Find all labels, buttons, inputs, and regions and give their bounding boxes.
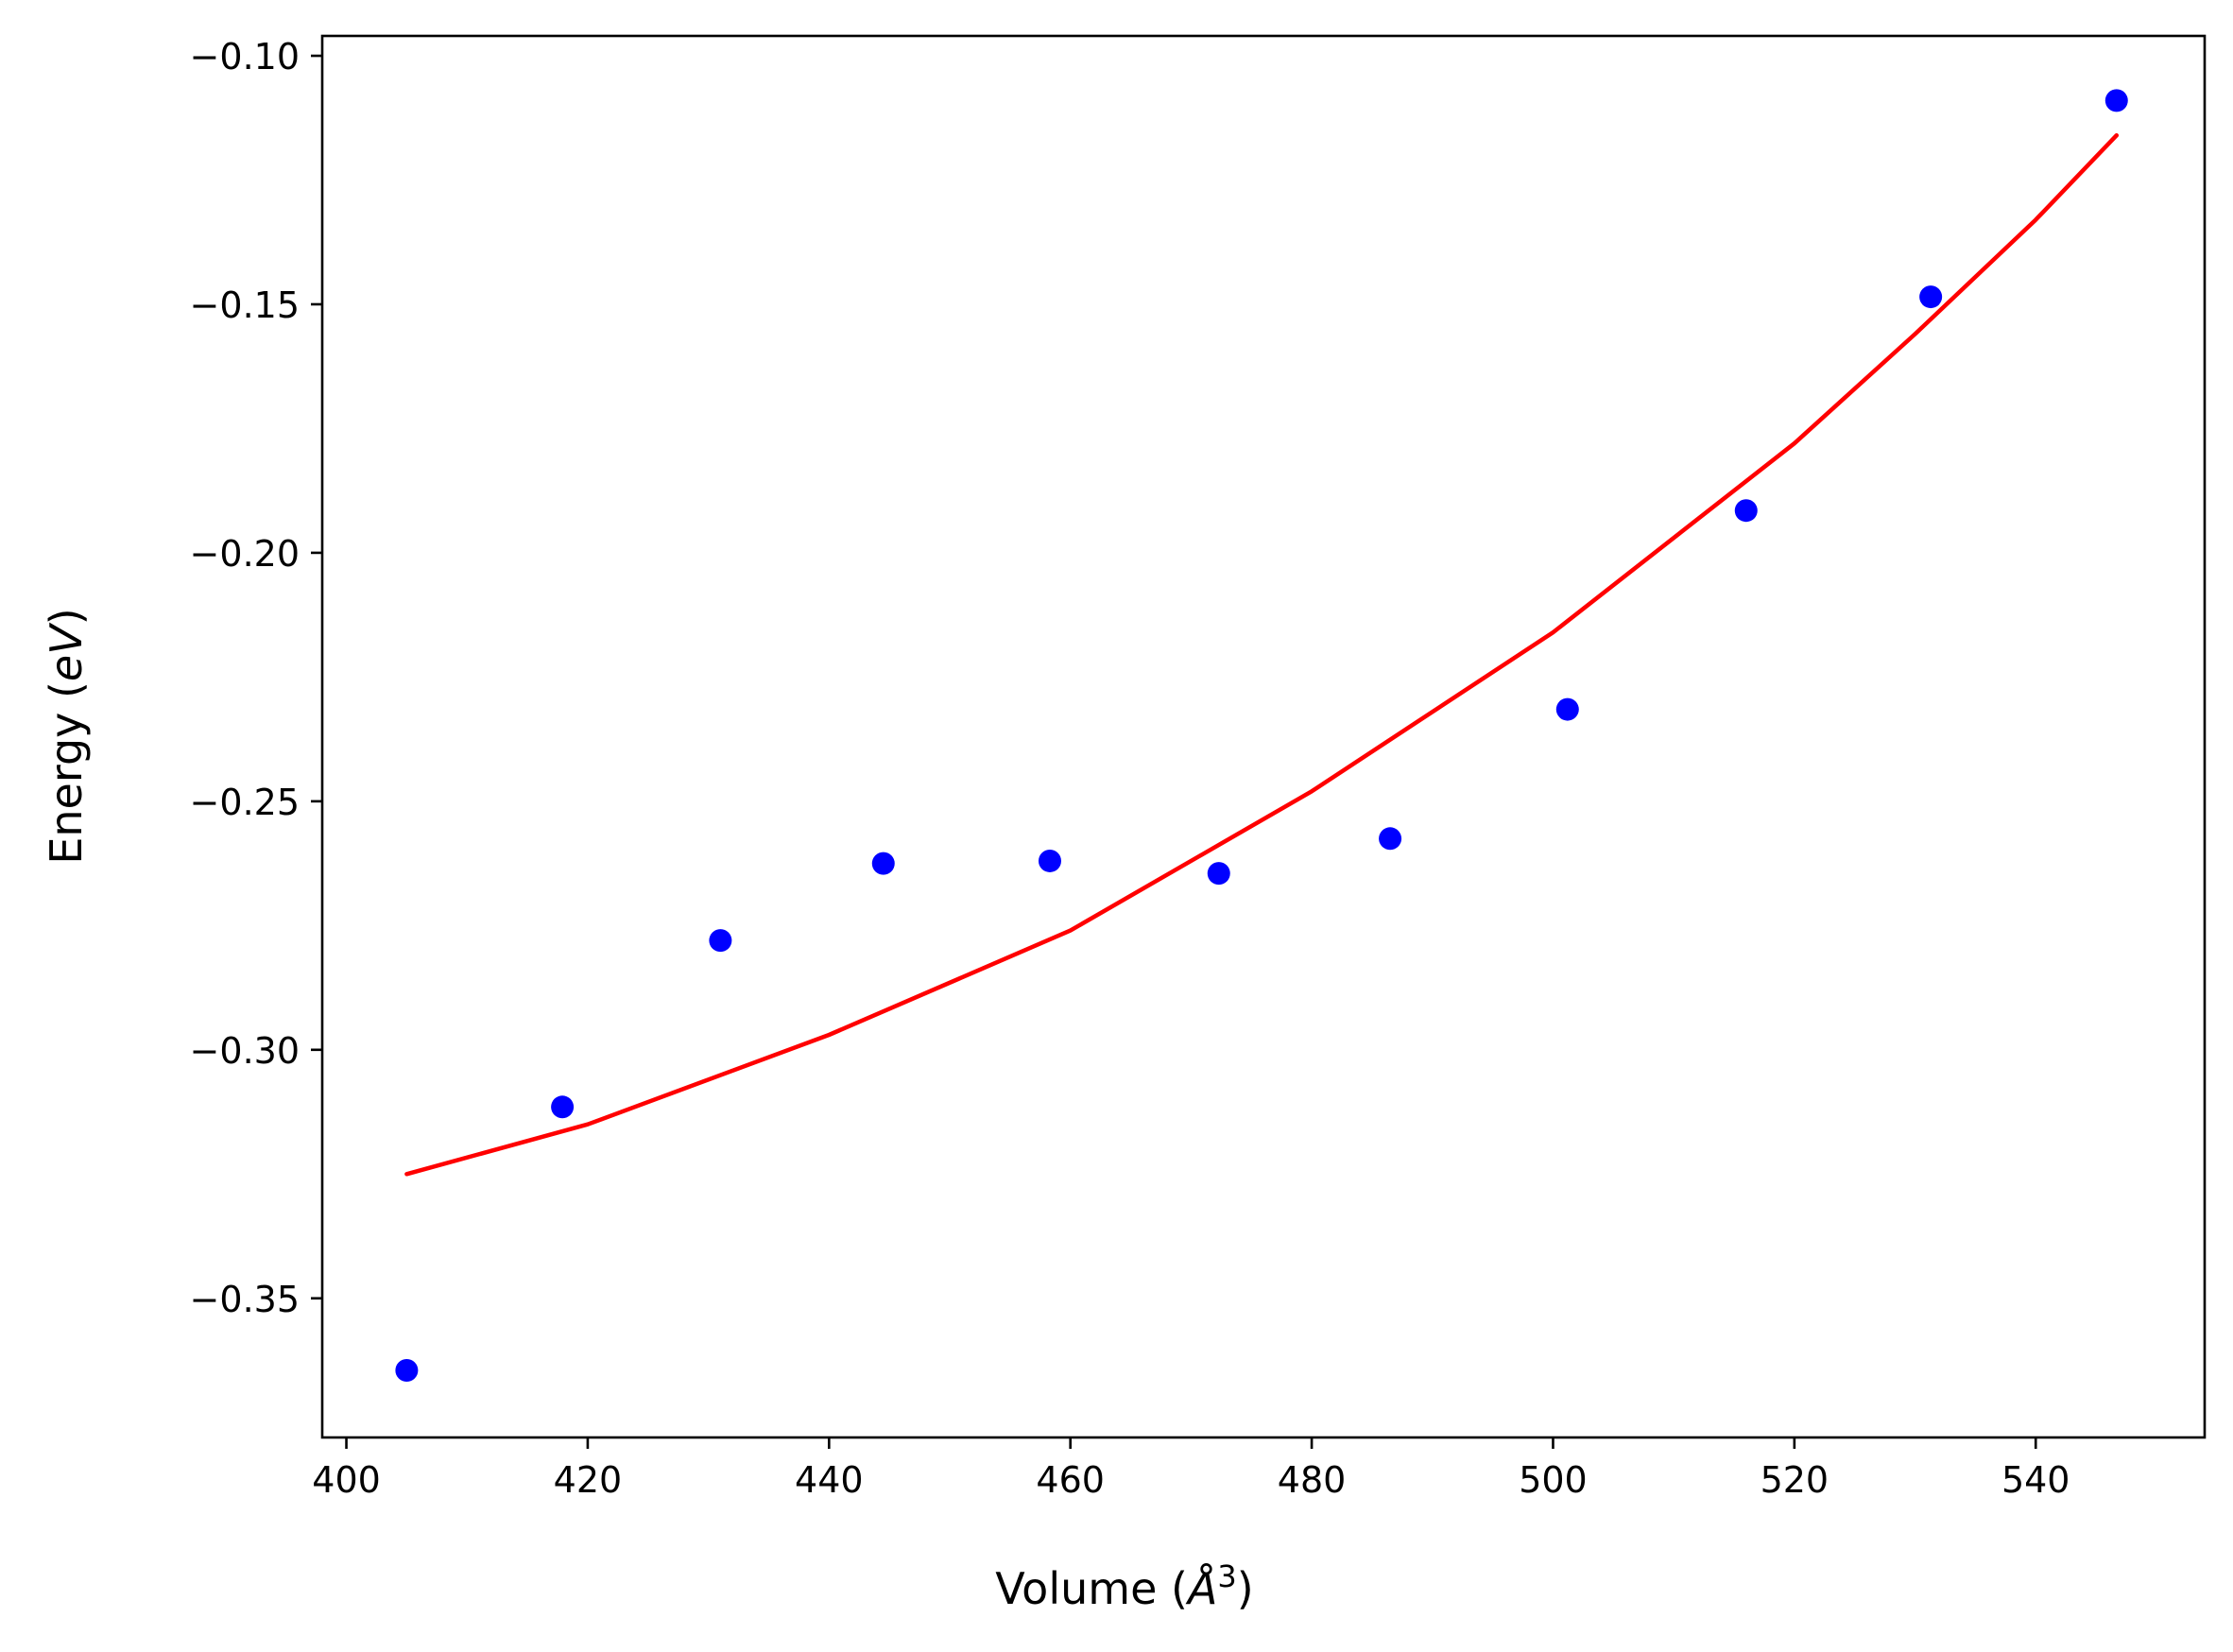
x-axis-label: Volume (Å3) bbox=[995, 1558, 1253, 1614]
x-tick-label: 500 bbox=[1519, 1459, 1588, 1501]
x-tick-label: 460 bbox=[1036, 1459, 1105, 1501]
x-axis-label-prefix: Volume ( bbox=[995, 1563, 1188, 1614]
data-point bbox=[1919, 285, 1943, 309]
y-axis-label-suffix: ) bbox=[41, 608, 92, 625]
y-axis-label-symbol: eV bbox=[41, 622, 92, 681]
x-tick-label: 480 bbox=[1278, 1459, 1347, 1501]
data-points bbox=[395, 89, 2128, 1383]
plot-area bbox=[322, 36, 2205, 1437]
x-tick-label: 440 bbox=[795, 1459, 864, 1501]
y-axis-ticks: −0.10 −0.15 −0.20 −0.25 −0.30 −0.35 bbox=[190, 36, 322, 1320]
data-point bbox=[709, 929, 732, 953]
x-axis-ticks: 400 420 440 460 480 500 520 540 bbox=[312, 1437, 2070, 1501]
y-axis-label: Energy (eV) bbox=[41, 608, 92, 864]
data-point bbox=[1734, 499, 1758, 523]
x-axis-label-superscript: 3 bbox=[1217, 1558, 1236, 1594]
y-axis-label-prefix: Energy ( bbox=[41, 681, 92, 865]
y-tick-label: −0.15 bbox=[190, 284, 300, 326]
x-tick-label: 520 bbox=[1761, 1459, 1829, 1501]
y-tick-label: −0.20 bbox=[190, 533, 300, 575]
data-point bbox=[551, 1095, 575, 1119]
x-tick-label: 400 bbox=[312, 1459, 381, 1501]
x-axis-label-suffix: ) bbox=[1237, 1563, 1254, 1614]
y-tick-label: −0.35 bbox=[190, 1279, 300, 1320]
plot-frame bbox=[320, 34, 2207, 1439]
data-point bbox=[1038, 849, 1061, 872]
x-tick-label: 540 bbox=[2001, 1459, 2070, 1501]
data-point bbox=[2104, 89, 2128, 112]
y-tick-label: −0.30 bbox=[190, 1030, 300, 1072]
y-tick-label: −0.10 bbox=[190, 36, 300, 77]
y-tick-label: −0.25 bbox=[190, 782, 300, 823]
data-point bbox=[1555, 697, 1579, 721]
data-point bbox=[1379, 827, 1402, 851]
data-point bbox=[871, 852, 895, 875]
fit-curve bbox=[404, 132, 2120, 1177]
data-point bbox=[1207, 862, 1230, 886]
x-tick-label: 420 bbox=[554, 1459, 623, 1501]
data-point bbox=[395, 1359, 419, 1383]
x-axis-label-symbol: Å bbox=[1185, 1563, 1217, 1614]
